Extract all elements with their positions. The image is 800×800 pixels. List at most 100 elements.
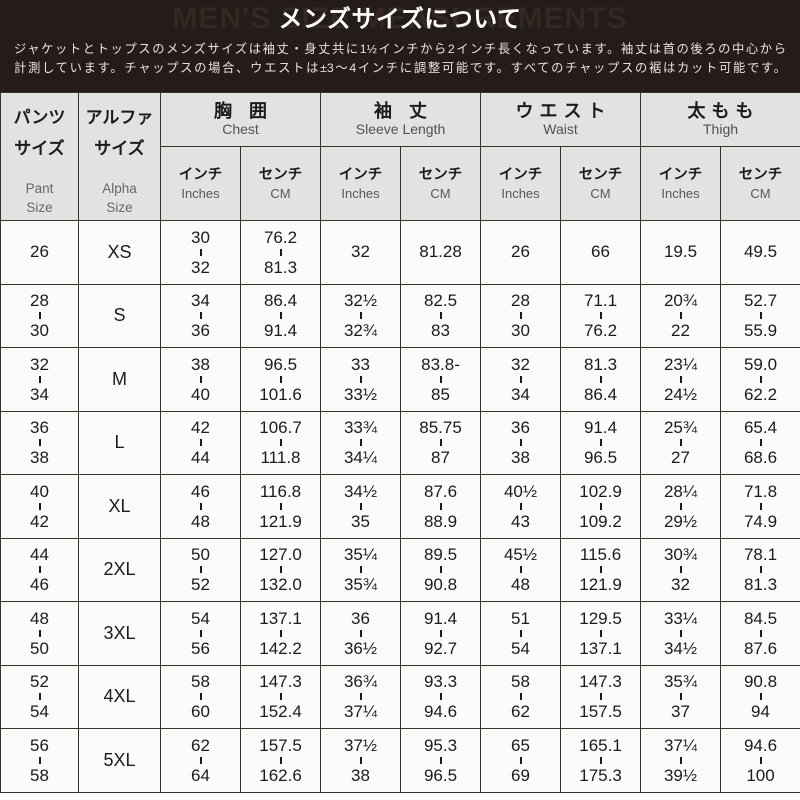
cell-thigh-inches: 19.5 — [640, 220, 722, 285]
cell-waist-inches: 45½ 48 — [480, 537, 562, 602]
range-max: 58 — [30, 765, 49, 785]
alpha-size-value: 2XL — [103, 559, 136, 580]
header-group-thigh: 太もも Thigh — [640, 92, 800, 147]
unit-label-en: Inches — [661, 185, 700, 201]
range-max: 96.5 — [423, 765, 458, 785]
range-min: 58 — [511, 672, 530, 692]
range-values: 42 44 — [161, 414, 240, 471]
range-min: 32½ — [343, 291, 378, 311]
range-values: 56 58 — [1, 732, 78, 789]
cell-thigh-cm: 84.5 87.6 — [720, 601, 800, 666]
range-separator-dash — [359, 756, 362, 764]
range-max: 94 — [751, 702, 770, 722]
cell-chest-inches: 62 64 — [160, 728, 241, 793]
range-values: 36 38 — [1, 414, 78, 471]
cell-pant-size: 28 30 — [0, 283, 79, 348]
range-min: 51 — [511, 608, 530, 628]
cell-waist-cm: 115.6 121.9 — [560, 537, 642, 602]
range-min: 28 — [30, 291, 49, 311]
range-max: 64 — [191, 765, 210, 785]
range-max: 38 — [30, 448, 49, 468]
range-max: 35 — [351, 511, 370, 531]
header-group-sleeve: 袖 丈 Sleeve Length — [320, 92, 482, 147]
unit-label-jp: センチ — [258, 166, 303, 183]
range-values: 91.4 92.7 — [401, 605, 480, 662]
range-min: 71.1 — [583, 291, 618, 311]
range-min: 102.9 — [579, 481, 622, 501]
cell-sleeve-inches: 32 — [320, 220, 402, 285]
range-min: 36 — [351, 608, 370, 628]
range-min: 89.5 — [423, 545, 458, 565]
range-min: 115.6 — [579, 545, 622, 565]
range-separator-dash — [38, 312, 41, 320]
size-chart-table: パンツ サイズ Pant Size アルファ サイズ Alpha Size 胸 … — [0, 92, 800, 793]
alpha-size-value: S — [113, 305, 126, 326]
header-chest-jp: 胸 囲 — [214, 101, 274, 122]
range-min: 44 — [30, 545, 49, 565]
range-max: 74.9 — [743, 511, 778, 531]
range-min: 65.4 — [743, 418, 778, 438]
range-min: 38 — [191, 354, 210, 374]
alpha-size-value: L — [114, 432, 125, 453]
range-min: 56 — [30, 735, 49, 755]
range-min: 96.5 — [263, 354, 298, 374]
range-values: 82.5 83 — [401, 287, 480, 344]
range-min: 36 — [30, 418, 49, 438]
range-separator-dash — [439, 629, 442, 637]
range-separator-dash — [279, 248, 282, 256]
header-group-waist: ウエスト Waist — [480, 92, 642, 147]
header-waist-inches: インチ Inches — [480, 146, 562, 221]
range-max: 34¼ — [343, 448, 378, 468]
range-separator-dash — [279, 312, 282, 320]
range-max: 43 — [511, 511, 530, 531]
range-max: 52 — [191, 575, 210, 595]
page-title: メンズサイズについて — [278, 6, 522, 33]
range-max: 137.1 — [579, 638, 622, 658]
range-min: 36¾ — [343, 672, 378, 692]
range-max: 100 — [746, 765, 775, 785]
cell-pant-size: 26 — [0, 220, 79, 285]
range-values: 58 62 — [481, 668, 560, 725]
cell-waist-inches: 36 38 — [480, 410, 562, 475]
table-row: 56 58 5XL 62 64 157.5 162.6 37½ 38 95.3 96.5 65 69 16… — [0, 728, 800, 793]
range-max: 91.4 — [263, 321, 298, 341]
range-separator-dash — [199, 248, 202, 256]
header-pant-size-jp-2: サイズ — [14, 138, 65, 158]
range-separator-dash — [359, 312, 362, 320]
alpha-size-value: 5XL — [103, 749, 136, 770]
range-max: 38 — [511, 448, 530, 468]
range-max: 32 — [671, 575, 690, 595]
cell-chest-cm: 137.1 142.2 — [239, 601, 322, 666]
cell-waist-cm: 71.1 76.2 — [560, 283, 642, 348]
range-min: 129.5 — [579, 608, 622, 628]
range-separator-dash — [679, 439, 682, 447]
range-separator-dash — [759, 375, 762, 383]
range-values: 30¾ 32 — [641, 541, 720, 598]
range-values: 71.1 76.2 — [561, 287, 640, 344]
range-min: 37½ — [343, 735, 378, 755]
range-values: 44 46 — [1, 541, 78, 598]
range-min: 40½ — [503, 481, 538, 501]
range-max: 111.8 — [260, 448, 301, 468]
table-body: 26 XS 30 32 76.2 81.3 32 81.28 26 66 19.5 49.5 28 30 S… — [0, 220, 800, 793]
range-values: 45½ 48 — [481, 541, 560, 598]
cell-sleeve-cm: 89.5 90.8 — [400, 537, 482, 602]
range-values: 89.5 90.8 — [401, 541, 480, 598]
cell-chest-cm: 106.7 111.8 — [239, 410, 322, 475]
range-separator-dash — [199, 629, 202, 637]
range-values: 86.4 91.4 — [241, 287, 320, 344]
cell-sleeve-inches: 33¾ 34¼ — [320, 410, 402, 475]
cell-sleeve-inches: 36 36½ — [320, 601, 402, 666]
cell-sleeve-inches: 32½ 32¾ — [320, 283, 402, 348]
range-values: 28 30 — [1, 287, 78, 344]
range-min: 106.7 — [259, 418, 302, 438]
range-separator-dash — [599, 629, 602, 637]
range-max: 32¾ — [343, 321, 378, 341]
range-separator-dash — [38, 439, 41, 447]
alpha-size-value: M — [112, 368, 127, 389]
range-separator-dash — [199, 502, 202, 510]
header-thigh-inches: インチ Inches — [640, 146, 722, 221]
range-values: 34 36 — [161, 287, 240, 344]
cell-value: 32 — [351, 242, 370, 262]
header-chest-inches: インチ Inches — [160, 146, 241, 221]
